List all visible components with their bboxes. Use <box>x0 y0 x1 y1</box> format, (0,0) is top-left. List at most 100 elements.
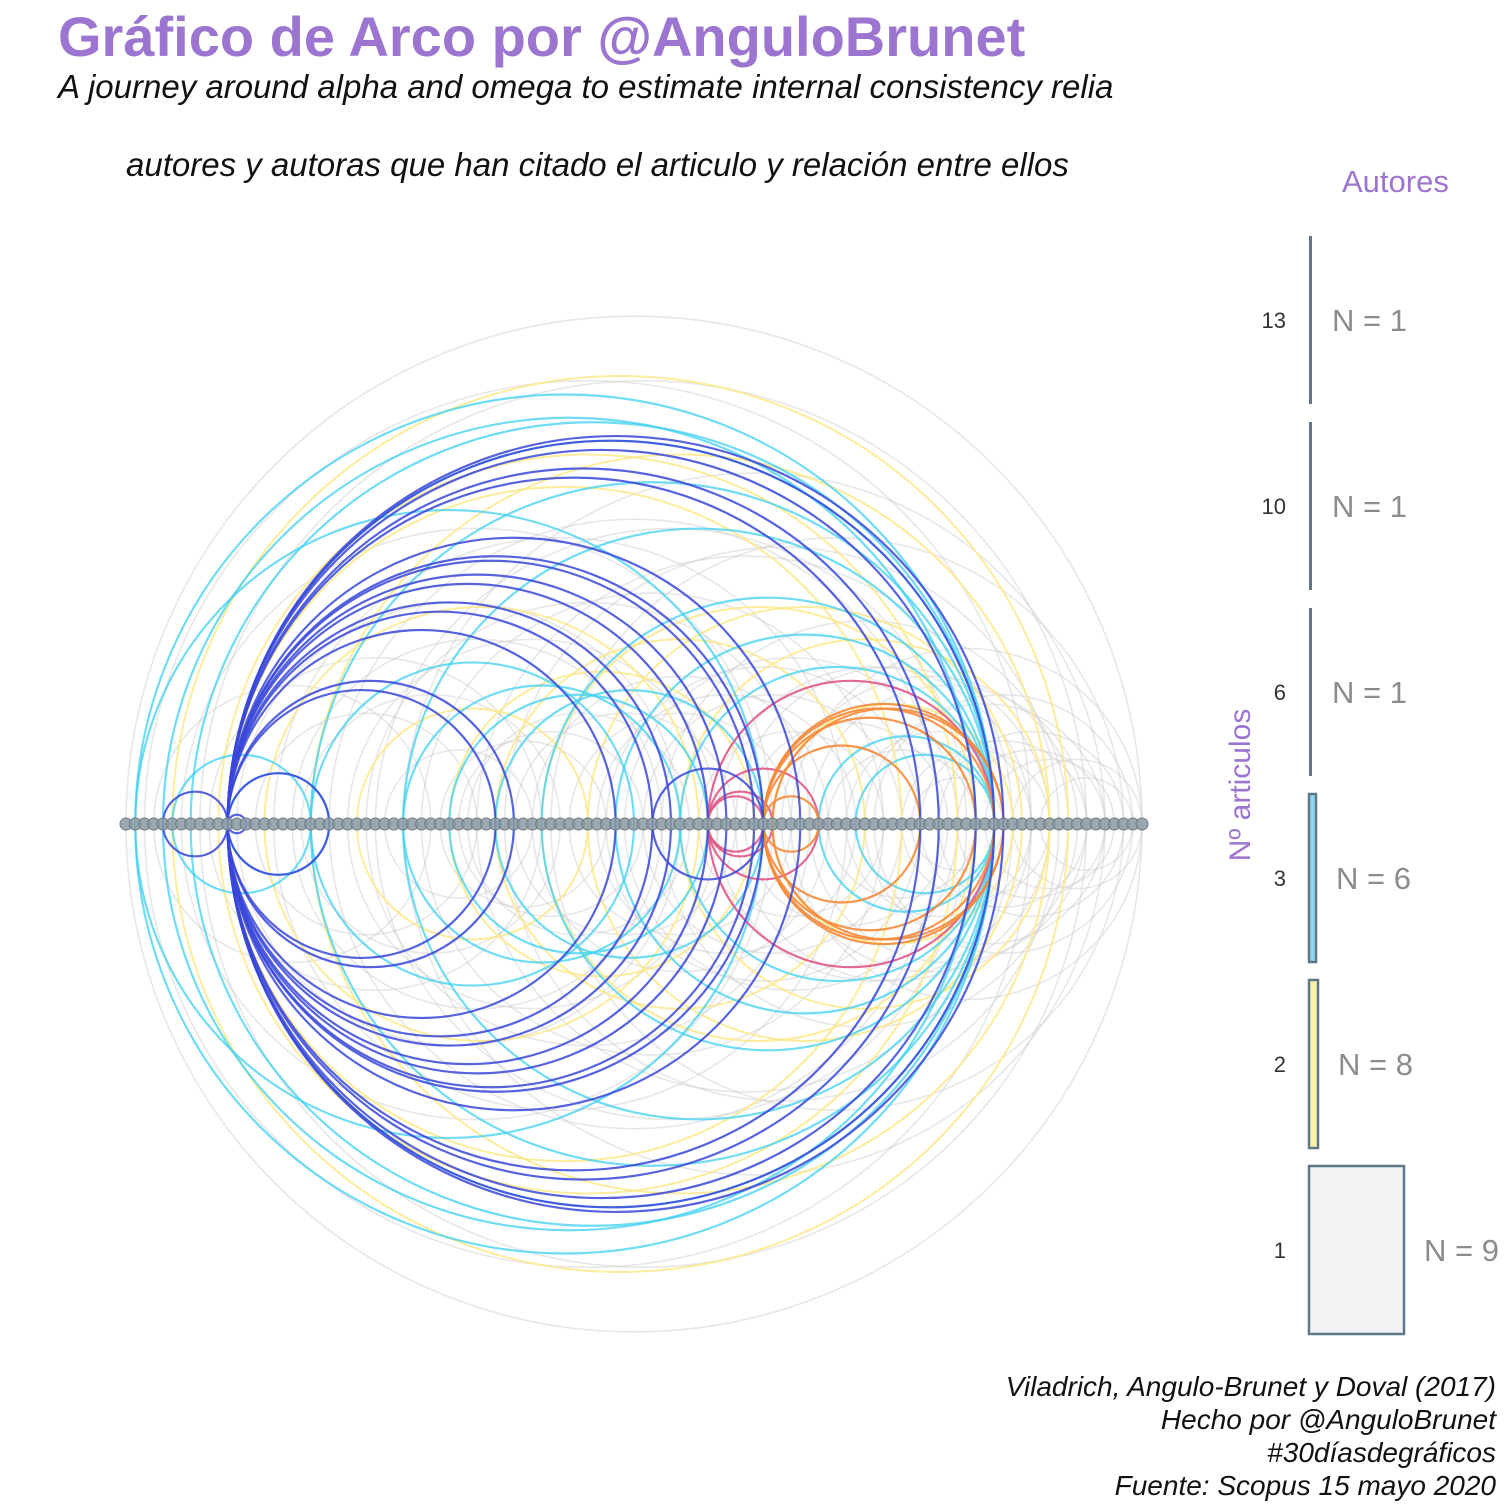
arc-blue-lower <box>651 823 765 881</box>
author-node <box>1135 817 1149 831</box>
arc-blue-lower <box>226 823 497 960</box>
caption-line: Fuente: Scopus 15 mayo 2020 <box>1114 1470 1496 1501</box>
arc-grey-lower <box>125 823 1143 1333</box>
arc-blue-lower <box>226 823 922 1171</box>
arc-cyan-upper <box>161 416 977 825</box>
arc-grey-upper <box>125 315 1143 825</box>
arc-grey-lower <box>466 823 691 936</box>
arc-cyan-lower <box>817 823 996 913</box>
arc-grey-upper <box>845 731 1032 825</box>
arc-blue-lower <box>226 823 673 1047</box>
arc-grey-upper <box>605 666 922 825</box>
arc-cyan-upper <box>540 596 996 825</box>
arc-grey-lower <box>790 823 1143 1001</box>
arc-cyan-upper <box>134 508 765 825</box>
arc-grey-lower <box>365 823 811 1047</box>
arc-yellow-upper <box>263 605 700 825</box>
legend-count-label: N = 1 <box>1332 489 1407 524</box>
arc-grey-upper <box>956 749 1106 825</box>
arc-yellow-lower <box>171 823 1070 1273</box>
arc-cyan-lower <box>614 823 996 1015</box>
arc-grey-lower <box>864 823 1106 945</box>
arc-pink-lower <box>706 823 765 853</box>
arc-cyan-upper <box>448 693 709 825</box>
legend-key <box>1307 792 1318 964</box>
arc-yellow-upper <box>494 638 866 825</box>
arc-cyan-upper <box>494 688 765 825</box>
arc-grey-upper <box>910 777 1005 825</box>
arc-grey-lower <box>605 823 922 982</box>
arc-cyan-lower <box>189 823 996 1227</box>
arc-blue-upper <box>226 477 922 825</box>
arc-grey-upper <box>365 601 811 825</box>
arc-grey-upper <box>1039 777 1134 825</box>
caption-line: #30díasdegráficos <box>1267 1437 1496 1468</box>
arc-blue-upper <box>226 559 756 825</box>
legend-count-label: N = 9 <box>1424 1233 1499 1268</box>
arc-cyan-upper <box>614 633 996 825</box>
legend-value-label: 2 <box>1274 1052 1286 1077</box>
legend-value-label: 3 <box>1274 866 1286 891</box>
arc-cyan-upper <box>134 393 996 825</box>
arc-yellow-lower <box>494 823 866 1010</box>
chart-title: Gráfico de Arco por @AnguloBrunet <box>58 5 1026 68</box>
arc-grey-upper <box>291 638 663 825</box>
arc-grey-lower <box>457 823 645 917</box>
arc-blue-upper <box>161 790 229 825</box>
arc-cyan-lower <box>161 823 977 1232</box>
arc-grey-upper <box>660 619 1069 825</box>
caption: Viladrich, Angulo-Brunet y Doval (2017) … <box>1006 1370 1496 1502</box>
legend-key <box>1309 236 1312 404</box>
arc-grey-lower <box>956 823 1106 899</box>
arc-yellow-lower <box>355 823 589 941</box>
arc-grey-lower <box>383 823 534 899</box>
arc-yellow-lower <box>540 823 977 1042</box>
arc-grey-upper <box>272 536 848 825</box>
arc-cyan-lower <box>309 823 996 1167</box>
arc-grey-lower <box>531 823 829 973</box>
arc-pink-lower <box>706 823 996 968</box>
arc-grey-lower <box>272 823 848 1112</box>
arc-grey-upper <box>623 657 959 825</box>
legend-key <box>1307 978 1320 1150</box>
arc-cyan-upper <box>817 735 996 825</box>
arc-cyan-upper <box>401 527 996 825</box>
legend-key <box>1307 1164 1406 1336</box>
arc-blue-upper <box>226 573 728 825</box>
arc-grey-upper <box>383 749 534 825</box>
arc-cyan-upper <box>309 481 996 825</box>
arc-cyan-lower <box>679 823 996 983</box>
arc-grey-upper <box>790 647 1143 825</box>
arc-blue-lower <box>226 823 709 1066</box>
arc-grey-lower <box>439 823 608 908</box>
legend-value-label: 10 <box>1262 494 1286 519</box>
arc-grey-upper <box>864 703 1106 825</box>
arc-grey-upper <box>697 731 885 825</box>
arc-blue-lower <box>226 823 802 1112</box>
arc-cyan-lower <box>309 823 636 987</box>
arc-grey-lower <box>152 823 432 964</box>
arc-grey-lower <box>660 823 1069 1029</box>
arc-blue-lower <box>226 823 940 1181</box>
arc-grey-lower <box>938 823 1125 918</box>
arc-grey-lower <box>208 823 543 991</box>
arc-cyan-lower <box>401 823 682 964</box>
arc-yellow-upper <box>226 485 903 825</box>
arc-grey-upper <box>346 638 718 825</box>
arc-grey-upper <box>152 684 432 825</box>
legend-key <box>1309 608 1312 776</box>
legend-count-label: N = 8 <box>1338 1047 1413 1082</box>
legend-count-label: N = 1 <box>1332 675 1407 710</box>
legend-count-label: N = 1 <box>1332 303 1407 338</box>
node-layer <box>119 817 1149 831</box>
arc-grey-lower <box>346 823 718 1010</box>
arc-yellow-lower <box>263 823 700 1043</box>
arc-cyan-lower <box>540 823 996 1052</box>
arc-yellow-lower <box>226 823 903 1163</box>
legend-key <box>1309 422 1312 590</box>
arc-blue-lower <box>226 823 977 1199</box>
arc-grey-lower <box>623 823 959 991</box>
arc-pink-upper <box>706 680 996 825</box>
caption-line: Viladrich, Angulo-Brunet y Doval (2017) <box>1005 1371 1496 1402</box>
arc-pink-upper <box>706 795 765 825</box>
